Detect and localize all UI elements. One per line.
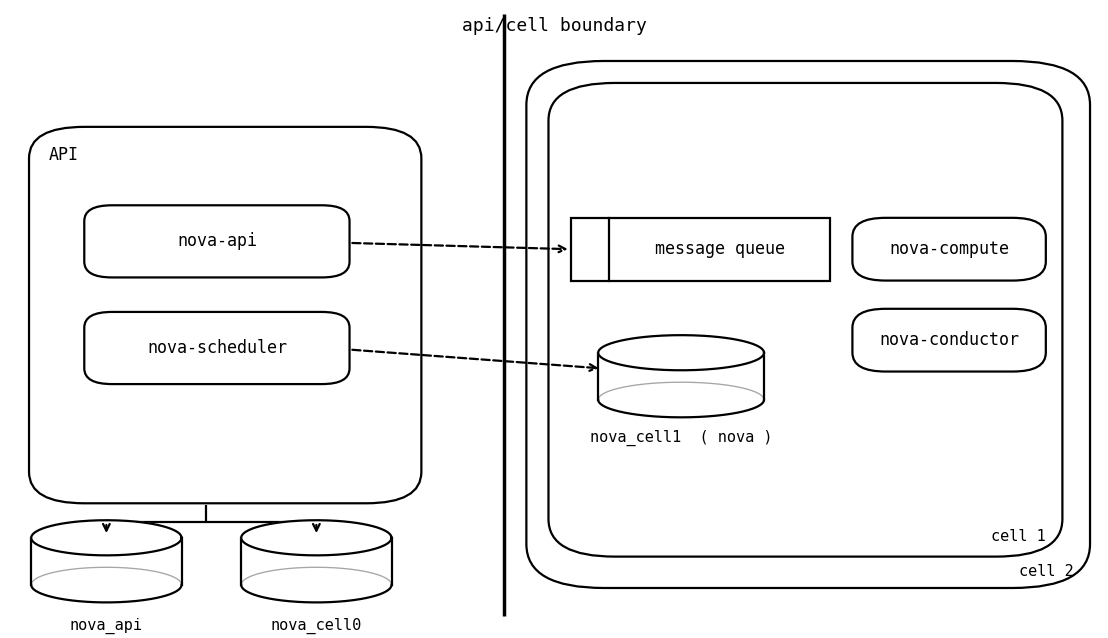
Text: nova_api: nova_api [70,618,143,634]
Text: cell 1: cell 1 [991,529,1046,544]
Text: API: API [49,145,79,164]
FancyBboxPatch shape [84,205,349,278]
Text: nova-api: nova-api [177,232,257,250]
FancyBboxPatch shape [852,309,1046,371]
Bar [571,218,830,281]
Text: api/cell boundary: api/cell boundary [462,17,646,35]
FancyBboxPatch shape [548,83,1063,556]
FancyBboxPatch shape [84,312,349,384]
FancyBboxPatch shape [852,218,1046,281]
Text: nova-compute: nova-compute [889,240,1009,258]
Text: cell 2: cell 2 [1018,563,1074,579]
Text: nova-scheduler: nova-scheduler [147,339,287,357]
Polygon shape [598,335,765,370]
Polygon shape [31,538,182,585]
Text: nova_cell0: nova_cell0 [270,618,362,634]
Text: nova_cell1  ( nova ): nova_cell1 ( nova ) [589,430,772,446]
FancyBboxPatch shape [29,127,421,503]
Polygon shape [242,520,391,555]
Text: nova-conductor: nova-conductor [879,331,1019,349]
Polygon shape [242,538,391,585]
Polygon shape [598,353,765,400]
Polygon shape [31,520,182,555]
FancyBboxPatch shape [526,61,1090,588]
Text: message queue: message queue [655,240,784,258]
